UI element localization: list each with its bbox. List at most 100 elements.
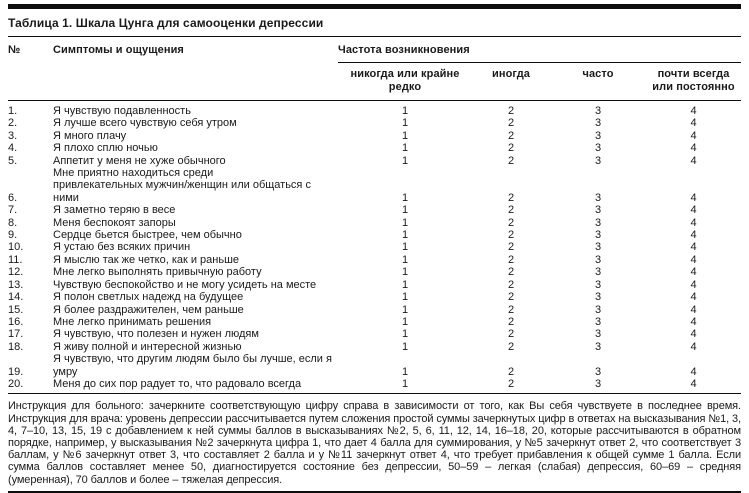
table-row: 1. Я чувствую подавленность 1 2 3 4 bbox=[8, 101, 741, 118]
table-row: 11. Я мыслю так же четко, как и раньше 1 2 3… bbox=[8, 254, 741, 266]
score-value: 4 bbox=[690, 105, 697, 117]
score-value: 1 bbox=[401, 253, 409, 266]
column-header-sometimes: иногда bbox=[472, 62, 550, 101]
score-value: 3 bbox=[594, 315, 602, 328]
column-header-symptoms: Симптомы и ощущения bbox=[53, 44, 184, 56]
score-value: 2 bbox=[507, 154, 515, 167]
table-body: 1. Я чувствую подавленность 1 2 3 4 2. Я лучше … bbox=[8, 101, 741, 395]
table-row: 15. Я более раздражителен, чем раньше 1 2 3 4 bbox=[8, 304, 741, 316]
header-row-groups: № Симптомы и ощущения Частота возникнове… bbox=[8, 37, 741, 63]
score-value: 2 bbox=[472, 377, 550, 395]
score-value: 3 bbox=[594, 241, 602, 254]
score-value: 3 bbox=[594, 216, 602, 229]
row-number: 14. bbox=[8, 291, 24, 304]
score-value: 1 bbox=[401, 278, 409, 291]
row-number: 9. bbox=[8, 229, 18, 242]
column-header-number: № bbox=[8, 44, 21, 56]
score-value: 3 bbox=[594, 278, 602, 291]
symptom-text: Я много плачу bbox=[53, 129, 127, 142]
top-rule bbox=[8, 4, 741, 9]
symptom-text: Мне легко принимать решения bbox=[53, 315, 212, 328]
symptom-text: Мне легко выполнять привычную работу bbox=[53, 266, 262, 279]
score-value: 2 bbox=[507, 253, 515, 266]
symptom-text: Сердце бьется быстрее, чем обычно bbox=[53, 229, 242, 242]
symptom-text: Я лучше всего чувствую себя утром bbox=[53, 117, 237, 130]
score-value: 1 bbox=[401, 216, 409, 229]
score-value: 3 bbox=[594, 142, 602, 155]
symptom-text: Я устаю без всяких причин bbox=[53, 241, 191, 254]
score-value: 4 bbox=[690, 142, 697, 155]
score-value: 4 bbox=[690, 154, 697, 167]
header-spacer bbox=[8, 62, 50, 101]
score-value: 2 bbox=[507, 229, 515, 242]
row-number: 5. bbox=[8, 154, 18, 167]
symptom-text: Я мыслю так же четко, как и раньше bbox=[53, 253, 240, 266]
symptom-text: Я более раздражителен, чем раньше bbox=[53, 303, 244, 316]
score-value: 4 bbox=[690, 278, 697, 291]
symptom-text: Мне приятно находиться среди привлекател… bbox=[53, 167, 311, 204]
score-value: 3 bbox=[594, 117, 602, 130]
symptom-text: Чувствую беспокойство и не могу усидеть … bbox=[53, 278, 317, 291]
row-number: 19. bbox=[8, 365, 24, 378]
symptom-text: Я заметно теряю в весе bbox=[53, 204, 176, 217]
score-value: 4 bbox=[646, 377, 741, 395]
score-value: 2 bbox=[507, 328, 515, 341]
instructions-footnote: Инструкция для больного: зачеркните соот… bbox=[8, 394, 741, 493]
score-value: 4 bbox=[690, 117, 697, 130]
table-row: 20. Меня до сих пор радует то, что радова… bbox=[8, 377, 741, 395]
table-row: 2. Я лучше всего чувствую себя утром 1 2 3 4 bbox=[8, 117, 741, 129]
table-row: 16. Мне легко принимать решения 1 2 3 4 bbox=[8, 316, 741, 328]
row-number: 17. bbox=[8, 328, 24, 341]
score-value: 2 bbox=[507, 204, 515, 217]
score-value: 2 bbox=[507, 129, 515, 142]
score-value: 4 bbox=[690, 328, 697, 341]
column-header-almost-always: почти всегда или постоянно bbox=[646, 62, 741, 101]
table-row: 13. Чувствую беспокойство и не могу усиде… bbox=[8, 279, 741, 291]
score-value: 2 bbox=[507, 278, 515, 291]
table-row: 5. Аппетит у меня не хуже обычного 1 2 3 4 bbox=[8, 155, 741, 167]
score-value: 4 bbox=[690, 315, 697, 328]
score-value: 1 bbox=[401, 328, 409, 341]
row-number: 6. bbox=[8, 191, 18, 204]
score-value: 3 bbox=[594, 253, 602, 266]
score-value: 2 bbox=[507, 303, 515, 316]
symptom-text: Аппетит у меня не хуже обычного bbox=[53, 154, 226, 167]
score-value: 2 bbox=[507, 266, 515, 279]
row-number: 20. bbox=[8, 377, 50, 395]
score-value: 4 bbox=[690, 191, 697, 204]
header-row-options: никогда или крайне редко иногда часто по… bbox=[8, 62, 741, 101]
row-number: 12. bbox=[8, 266, 24, 279]
score-value: 3 bbox=[594, 291, 602, 304]
score-value: 4 bbox=[690, 291, 697, 304]
score-value: 1 bbox=[401, 117, 409, 130]
zung-depression-scale-table: № Симптомы и ощущения Частота возникнове… bbox=[8, 37, 741, 395]
score-value: 4 bbox=[690, 241, 697, 254]
score-value: 1 bbox=[338, 377, 472, 395]
table-row: 14. Я полон светлых надежд на будущее 1 2 3 4 bbox=[8, 291, 741, 303]
score-value: 4 bbox=[690, 365, 697, 378]
table-row: 8. Меня беспокоят запоры 1 2 3 4 bbox=[8, 217, 741, 229]
row-number: 16. bbox=[8, 315, 24, 328]
symptom-text: Меня беспокоят запоры bbox=[53, 216, 176, 229]
score-value: 2 bbox=[507, 241, 515, 254]
table-row: 10. Я устаю без всяких причин 1 2 3 4 bbox=[8, 241, 741, 253]
column-header-often: часто bbox=[550, 62, 646, 101]
row-number: 13. bbox=[8, 278, 24, 291]
row-number: 4. bbox=[8, 142, 18, 155]
score-value: 4 bbox=[690, 216, 697, 229]
score-value: 4 bbox=[690, 253, 697, 266]
symptom-text: Я полон светлых надежд на будущее bbox=[53, 291, 244, 304]
row-number: 2. bbox=[8, 117, 18, 130]
score-value: 3 bbox=[594, 328, 602, 341]
score-value: 3 bbox=[550, 377, 646, 395]
score-value: 1 bbox=[401, 142, 409, 155]
score-value: 1 bbox=[401, 154, 409, 167]
symptom-text: Меня до сих пор радует то, что радовало … bbox=[50, 377, 338, 395]
score-value: 4 bbox=[690, 204, 697, 217]
symptom-text: Я чувствую, что другим людям было бы луч… bbox=[53, 353, 332, 378]
score-value: 1 bbox=[401, 266, 409, 279]
score-value: 1 bbox=[401, 315, 409, 328]
row-number: 7. bbox=[8, 204, 18, 217]
table-header: № Симптомы и ощущения Частота возникнове… bbox=[8, 37, 741, 101]
